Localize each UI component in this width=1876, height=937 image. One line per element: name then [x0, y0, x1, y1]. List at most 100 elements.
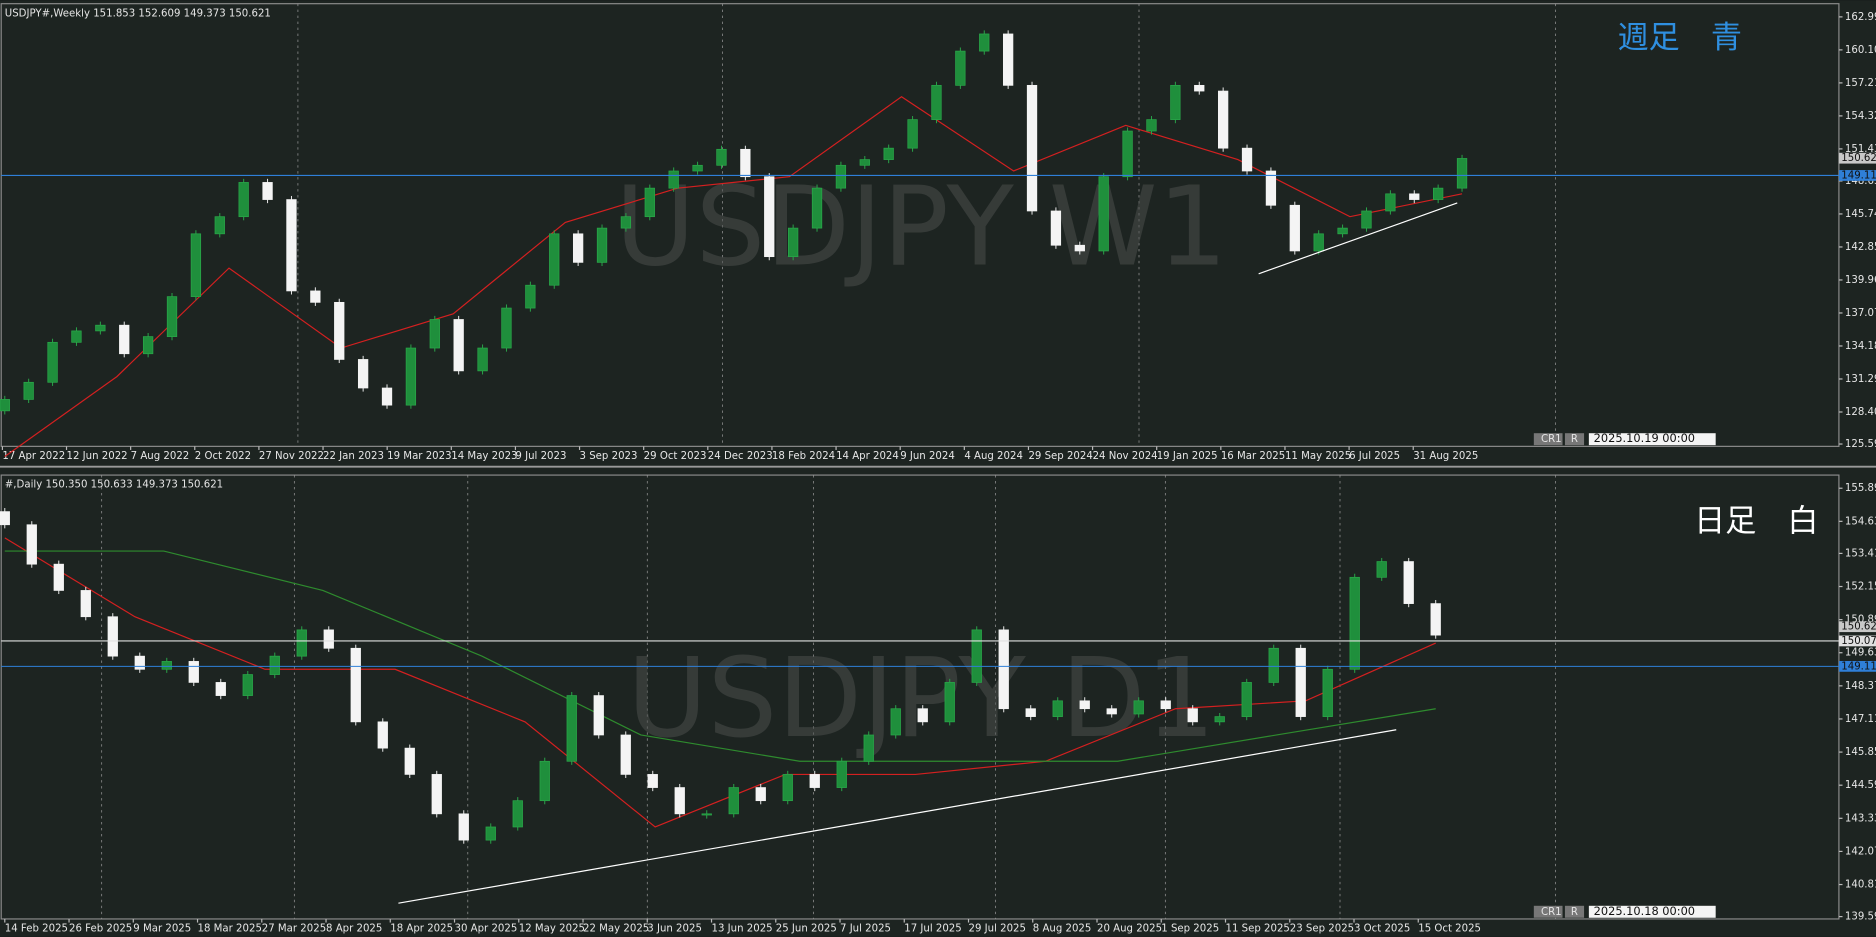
x-tick-label: 6 Jul 2025 — [1349, 451, 1400, 462]
y-tick-label: 131.290 — [1845, 374, 1876, 385]
candle — [357, 359, 369, 389]
candle — [188, 661, 199, 683]
y-tick-label: 142.070 — [1845, 846, 1876, 857]
x-tick-label: 19 Mar 2023 — [387, 451, 451, 462]
y-tick-label: 137.070 — [1845, 308, 1876, 319]
y-tick-label: 128.400 — [1845, 407, 1876, 418]
candle — [119, 324, 130, 355]
candle — [1106, 708, 1117, 715]
candle — [429, 319, 440, 349]
y-tick-label: 125.595 — [1845, 439, 1876, 450]
candle — [404, 747, 415, 775]
candle — [647, 774, 658, 788]
x-tick-label: 29 Sep 2024 — [1028, 451, 1092, 462]
candle — [1430, 603, 1441, 636]
candle — [296, 629, 307, 657]
candle — [215, 682, 226, 696]
candle — [917, 708, 928, 723]
candle — [1337, 227, 1348, 235]
candle — [1079, 700, 1090, 710]
price-tag — [1838, 152, 1876, 164]
candle — [728, 787, 739, 815]
pane-frame — [0, 474, 1840, 920]
candle — [323, 629, 334, 649]
candle — [835, 164, 847, 189]
y-tick-label: 143.330 — [1845, 813, 1876, 824]
candle — [755, 787, 766, 802]
candle — [836, 760, 847, 788]
x-tick-label: 13 Jun 2025 — [712, 924, 773, 935]
y-tick-label: 154.630 — [1845, 516, 1876, 527]
candle — [95, 324, 106, 332]
candle — [572, 233, 584, 263]
candle — [501, 307, 512, 349]
candle — [883, 147, 894, 160]
candle — [80, 590, 91, 618]
candle — [53, 563, 64, 591]
candle — [674, 787, 685, 815]
x-tick-label: 18 Apr 2025 — [390, 924, 453, 935]
candle — [1170, 84, 1181, 120]
candle — [1160, 700, 1171, 710]
candle — [1122, 130, 1133, 178]
candle — [453, 319, 464, 372]
candle — [1133, 700, 1144, 715]
y-tick-label: 144.590 — [1845, 780, 1876, 791]
candle — [692, 164, 703, 172]
x-tick-label: 14 Feb 2025 — [5, 924, 68, 935]
watermark: USDJPY D1 — [627, 634, 1216, 762]
x-tick-label: 2 Oct 2022 — [195, 451, 251, 462]
footer-box — [1564, 905, 1585, 918]
candle — [931, 84, 942, 120]
candle — [644, 187, 655, 218]
candle — [525, 284, 536, 309]
candle — [1050, 210, 1062, 246]
candle — [1385, 193, 1396, 212]
candle — [1265, 170, 1277, 206]
candle — [1217, 90, 1229, 149]
candle — [1194, 84, 1205, 92]
candle — [890, 708, 901, 736]
candle — [944, 682, 955, 723]
x-tick-label: 30 Apr 2025 — [455, 924, 518, 935]
x-tick-label: 9 Jul 2023 — [515, 451, 566, 462]
x-tick-label: 9 Mar 2025 — [133, 924, 191, 935]
candle — [134, 655, 145, 670]
y-tick-label: 148.370 — [1845, 681, 1876, 692]
candle — [107, 616, 118, 657]
candle — [1322, 668, 1333, 717]
x-tick-label: 4 Aug 2024 — [964, 451, 1023, 462]
candle — [512, 800, 523, 828]
candle — [1098, 176, 1109, 252]
candle — [1289, 204, 1300, 252]
candle — [863, 734, 874, 762]
candle — [1313, 233, 1324, 252]
x-tick-label: 8 Apr 2025 — [326, 924, 382, 935]
x-tick-label: 7 Jul 2025 — [840, 924, 891, 935]
candle — [1241, 682, 1252, 717]
candle — [1214, 716, 1225, 723]
trendline — [398, 729, 1397, 904]
chart-header: #,Daily 150.350 150.633 149.373 150.621 — [5, 480, 223, 491]
candle — [1376, 561, 1387, 578]
moving-average — [4, 550, 1436, 762]
y-tick-label: 150.890 — [1845, 615, 1876, 626]
y-tick-label: 148.630 — [1845, 176, 1876, 187]
candle — [1146, 119, 1157, 132]
candle — [811, 187, 823, 229]
x-tick-label: 14 Apr 2024 — [836, 451, 899, 462]
candle — [809, 774, 820, 788]
candle — [668, 170, 679, 189]
candle — [1295, 647, 1306, 717]
candle — [23, 381, 34, 400]
candle — [859, 159, 870, 166]
x-tick-label: 18 Mar 2025 — [198, 924, 262, 935]
pane-note: 日足 白 — [1694, 503, 1818, 539]
x-tick-label: 18 Feb 2024 — [772, 451, 835, 462]
x-tick-label: 22 Jan 2023 — [323, 451, 384, 462]
candle — [740, 148, 751, 178]
candle — [596, 227, 608, 263]
candle — [0, 399, 10, 412]
price-tag — [1838, 621, 1876, 633]
